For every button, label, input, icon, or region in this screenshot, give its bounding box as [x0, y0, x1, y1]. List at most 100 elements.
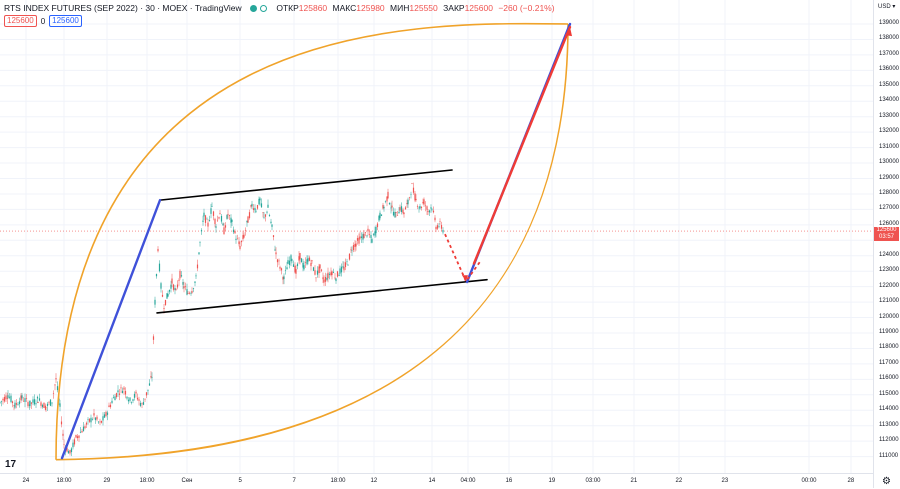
chart-area[interactable]	[0, 0, 873, 473]
candle-body	[142, 402, 145, 405]
candle-body	[350, 249, 352, 251]
candle-body	[25, 398, 28, 399]
candle-body	[368, 234, 371, 235]
candle-body	[426, 206, 428, 210]
candle-body	[246, 220, 248, 223]
candle-body	[76, 436, 79, 439]
candle-body	[422, 201, 424, 204]
candle-body	[72, 442, 74, 448]
candle-body	[59, 403, 61, 407]
change-value: −260 (−0.21%)	[498, 3, 555, 13]
candle-body	[283, 276, 285, 280]
time-axis[interactable]	[0, 473, 873, 489]
candle-body	[56, 386, 59, 391]
candle-body	[138, 399, 140, 401]
candle-body	[234, 230, 236, 234]
candle-body	[73, 439, 76, 445]
price-tick-label: 118000	[879, 344, 899, 351]
candle-body	[157, 248, 159, 252]
candle-body	[17, 404, 19, 406]
candle-body	[117, 390, 119, 393]
price-axis[interactable]	[873, 0, 900, 488]
candle-body	[304, 262, 307, 263]
candle-body	[272, 235, 275, 238]
market-status-icon	[249, 5, 257, 12]
candle-body	[391, 205, 393, 208]
candle-body	[105, 411, 107, 417]
candle-body	[186, 289, 188, 295]
price-tick-label: 123000	[879, 267, 900, 274]
orange-curve-upper	[55, 22, 569, 460]
candle-body	[184, 286, 187, 288]
candle-body	[207, 222, 209, 227]
price-tick-label: 134000	[879, 97, 900, 104]
candle-body	[412, 187, 415, 193]
candle-body	[216, 219, 219, 221]
candle-body	[382, 204, 384, 209]
candle-body	[20, 395, 22, 401]
candle-body	[84, 426, 86, 429]
candle-body	[432, 210, 435, 213]
price-tick-label: 137000	[879, 50, 900, 57]
candle-body	[376, 223, 379, 228]
time-tick-label: 12	[370, 478, 378, 484]
candle-body	[386, 196, 388, 202]
gear-icon[interactable]: ⚙	[882, 476, 891, 487]
candle-body	[284, 270, 287, 271]
time-tick-label: 00:00	[801, 478, 817, 484]
candle-body	[248, 212, 251, 219]
candle-body	[188, 292, 191, 294]
time-tick-label: 24	[22, 478, 30, 484]
candle-body	[22, 400, 25, 402]
candle-body	[343, 266, 345, 271]
candle-body	[411, 183, 413, 185]
candle-body	[271, 224, 273, 227]
candle-body	[299, 253, 301, 260]
candle-body	[342, 266, 344, 268]
candle-body	[306, 259, 308, 265]
red-dashed-arrow-head	[462, 275, 468, 282]
candle-body	[218, 217, 220, 219]
candle-body	[258, 198, 260, 205]
candle-body	[118, 393, 121, 395]
candle-body	[112, 397, 115, 399]
candle-body	[356, 238, 359, 241]
candle-body	[347, 264, 349, 266]
candle-body	[106, 412, 109, 415]
time-tick-label: Сен	[181, 478, 193, 484]
high-value: 125980	[356, 3, 385, 13]
candle-body	[307, 258, 309, 262]
candle-body	[331, 271, 333, 275]
current-price-label: 125600 03:57	[874, 227, 899, 242]
candle-body	[204, 215, 207, 223]
tradingview-logo-icon[interactable]: 17	[5, 459, 17, 470]
candle-body	[320, 269, 323, 271]
candle-body	[154, 299, 156, 305]
price-tick-label: 132000	[879, 128, 900, 135]
chart-svg[interactable]	[0, 0, 873, 473]
currency-selector[interactable]: USD ▾	[878, 4, 896, 10]
symbol-title[interactable]: RTS INDEX FUTURES (SEP 2022) · 30 · MOEX…	[4, 3, 242, 13]
candle-body	[166, 293, 168, 299]
left-price-box[interactable]: 125600	[4, 15, 37, 27]
candle-body	[431, 208, 433, 210]
candle-body	[346, 261, 348, 263]
candle-body	[215, 226, 217, 228]
price-tick-label: 133000	[879, 112, 900, 119]
candle-body	[252, 208, 255, 211]
candle-body	[322, 277, 324, 280]
candle-body	[152, 336, 155, 340]
candle-body	[222, 223, 224, 226]
candle-body	[37, 401, 39, 404]
candle-body	[226, 215, 228, 219]
price-tick-label: 126000	[879, 220, 900, 227]
candle-body	[8, 396, 11, 398]
candle-body	[318, 266, 320, 274]
candle-body	[15, 403, 18, 405]
candle-body	[21, 395, 23, 399]
candle-body	[103, 414, 106, 418]
candle-body	[251, 203, 253, 207]
right-price-box[interactable]: 125600	[49, 15, 82, 27]
candle-body	[340, 266, 343, 273]
candle-body	[295, 269, 297, 274]
